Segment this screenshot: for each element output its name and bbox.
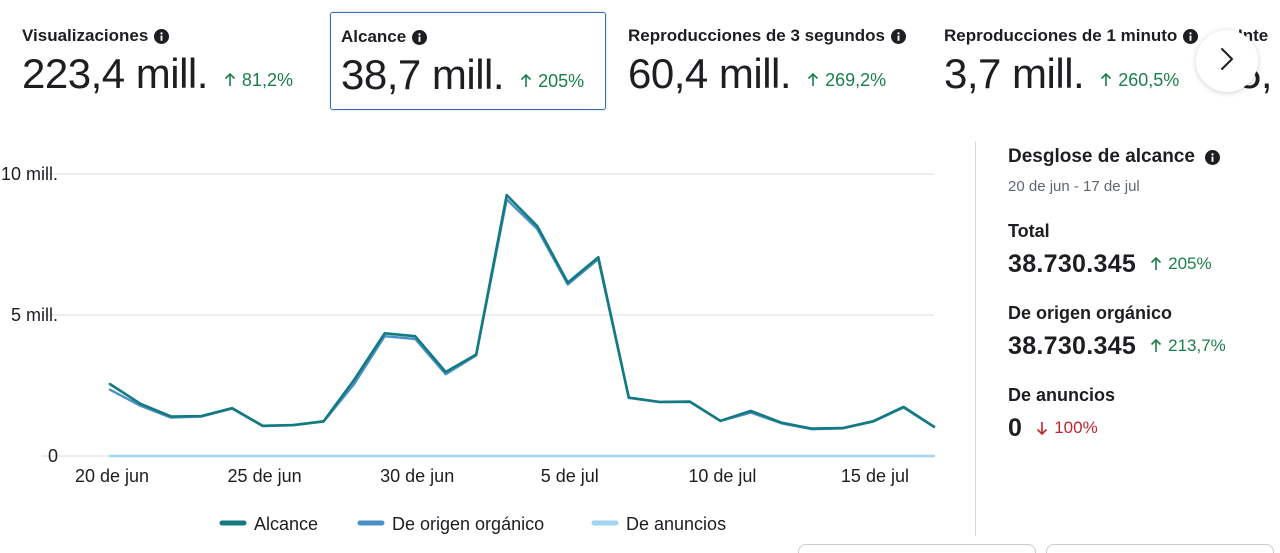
- arrow-up-icon: [1100, 72, 1112, 88]
- metric-title-text: Visualizaciones: [22, 26, 149, 45]
- panel-title-text: Desglose de alcance: [1008, 146, 1195, 167]
- panel-item-delta-text: 213,7%: [1168, 336, 1226, 355]
- metric-card-visualizaciones[interactable]: Visualizaciones 223,4 mill. 81,2%: [12, 12, 322, 110]
- metric-delta: 260,5%: [1100, 70, 1179, 91]
- panel-item-value: 38.730.345: [1008, 250, 1137, 278]
- arrow-up-icon: [807, 72, 819, 88]
- x-tick-label: 5 de jul: [541, 466, 599, 486]
- metric-title: Reproducciones de 3 segundos: [628, 26, 918, 46]
- legend-label: De anuncios: [626, 514, 726, 534]
- panel-item-organic: 38.730.345 213,7%: [1008, 332, 1278, 361]
- panel-item-label: De origen orgánico: [1008, 303, 1173, 323]
- arrow-up-icon: [1150, 256, 1162, 272]
- panel-date-range: 20 de jun - 17 de jul: [1008, 178, 1140, 195]
- metric-value: 38,7 mill.: [341, 51, 505, 98]
- x-tick-label: 10 de jul: [688, 466, 756, 486]
- metric-card-reproducciones-3s[interactable]: Reproducciones de 3 segundos 60,4 mill. …: [618, 12, 928, 110]
- x-tick-label: 25 de jun: [228, 466, 302, 486]
- arrow-up-icon: [1150, 338, 1162, 354]
- arrow-down-icon: [1036, 420, 1048, 436]
- carousel-next-button[interactable]: [1196, 30, 1258, 92]
- panel-item-ads: 0 100%: [1008, 414, 1278, 443]
- metric-delta-text: 269,2%: [825, 69, 887, 90]
- metric-title: Alcance: [341, 27, 595, 47]
- legend-label: Alcance: [254, 514, 318, 534]
- metric-card-reproducciones-1min[interactable]: Reproducciones de 1 minuto 3,7 mill. 260…: [934, 12, 1214, 110]
- x-tick-label: 30 de jun: [380, 466, 454, 486]
- panel-item-total: 38.730.345 205%: [1008, 250, 1278, 279]
- metric-title: Visualizaciones: [22, 26, 312, 46]
- panel-item-delta: 205%: [1150, 254, 1212, 274]
- y-tick-label: 5 mill.: [11, 305, 58, 325]
- panel-title: Desglose de alcance: [1008, 146, 1278, 168]
- metric-delta: 205%: [520, 71, 584, 92]
- info-icon[interactable]: [1183, 28, 1199, 44]
- series-line-1: [108, 198, 936, 431]
- panel-item-label: Total: [1008, 221, 1050, 241]
- panel-item-label: De anuncios: [1008, 385, 1116, 405]
- arrow-up-icon: [520, 73, 532, 89]
- metric-delta-text: 205%: [538, 70, 585, 91]
- metric-delta: 269,2%: [807, 70, 886, 91]
- y-tick-label: 0: [48, 446, 58, 466]
- info-icon[interactable]: [412, 29, 428, 45]
- panel-item-delta: 100%: [1036, 418, 1098, 438]
- chevron-right-icon: [1218, 46, 1236, 77]
- info-icon[interactable]: [154, 28, 170, 44]
- y-tick-label: 10 mill.: [1, 164, 58, 184]
- info-icon[interactable]: [890, 28, 906, 44]
- panel-item-value: 0: [1008, 414, 1023, 442]
- x-tick-label: 15 de jul: [841, 466, 909, 486]
- metric-delta: 81,2%: [224, 70, 293, 91]
- info-icon[interactable]: [1204, 149, 1220, 165]
- metric-title-text: Reproducciones de 3 segundos: [628, 26, 885, 45]
- metric-delta-text: 260,5%: [1118, 69, 1180, 90]
- legend-label: De origen orgánico: [392, 514, 544, 534]
- bottom-tab[interactable]: [798, 544, 1036, 553]
- reach-breakdown-panel: Desglose de alcance 20 de jun - 17 de ju…: [1008, 146, 1278, 443]
- panel-item-delta: 213,7%: [1150, 336, 1226, 356]
- series-line-0: [108, 193, 936, 430]
- arrow-up-icon: [224, 72, 236, 88]
- metric-value: 60,4 mill.: [628, 50, 792, 97]
- metric-title: Reproducciones de 1 minuto: [944, 26, 1204, 46]
- metric-card-alcance[interactable]: Alcance 38,7 mill. 205%: [330, 12, 606, 110]
- x-tick-label: 20 de jun: [75, 466, 149, 486]
- metrics-carousel: Visualizaciones 223,4 mill. 81,2% Alcanc…: [0, 0, 1280, 120]
- metric-title-text: Reproducciones de 1 minuto: [944, 26, 1178, 45]
- panel-divider: [975, 142, 976, 536]
- reach-line-chart: 0 5 mill. 10 mill. 20 de jun 25 de jun 30 de …: [1, 164, 936, 534]
- panel-item-delta-text: 205%: [1168, 254, 1212, 273]
- metric-value: 223,4 mill.: [22, 50, 208, 97]
- metric-value: 3,7 mill.: [944, 50, 1085, 97]
- metric-title-text: Alcance: [341, 27, 407, 46]
- bottom-tab[interactable]: [1046, 544, 1274, 553]
- panel-item-delta-text: 100%: [1054, 418, 1098, 437]
- panel-item-value: 38.730.345: [1008, 332, 1137, 360]
- metric-delta-text: 81,2%: [241, 69, 293, 90]
